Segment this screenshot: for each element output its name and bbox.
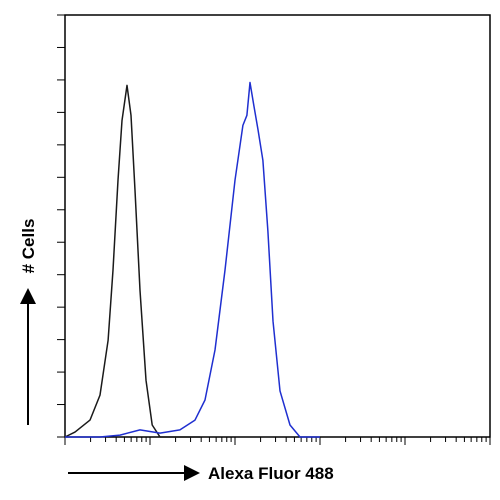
histogram-line	[64, 84, 200, 438]
histogram-line	[65, 81, 320, 438]
x-axis-label: Alexa Fluor 488	[208, 464, 334, 483]
plot-frame	[64, 14, 491, 438]
y-axis-label: # Cells	[19, 219, 38, 274]
